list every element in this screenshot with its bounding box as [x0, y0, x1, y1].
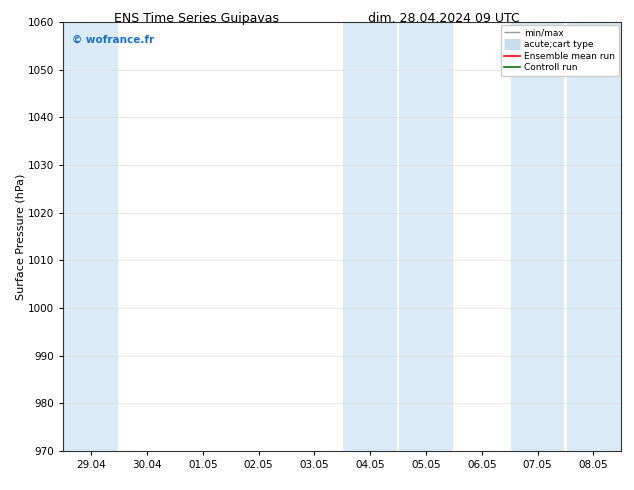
- Bar: [511, 22, 564, 451]
- Bar: [567, 22, 621, 451]
- Text: dim. 28.04.2024 09 UTC: dim. 28.04.2024 09 UTC: [368, 12, 519, 25]
- Text: © wofrance.fr: © wofrance.fr: [72, 35, 154, 45]
- Text: ENS Time Series Guipavas: ENS Time Series Guipavas: [114, 12, 279, 25]
- Y-axis label: Surface Pressure (hPa): Surface Pressure (hPa): [15, 173, 25, 299]
- Legend: min/max, acute;cart type, Ensemble mean run, Controll run: min/max, acute;cart type, Ensemble mean …: [500, 25, 619, 76]
- Bar: [344, 22, 397, 451]
- Bar: [399, 22, 453, 451]
- Bar: [63, 22, 118, 451]
